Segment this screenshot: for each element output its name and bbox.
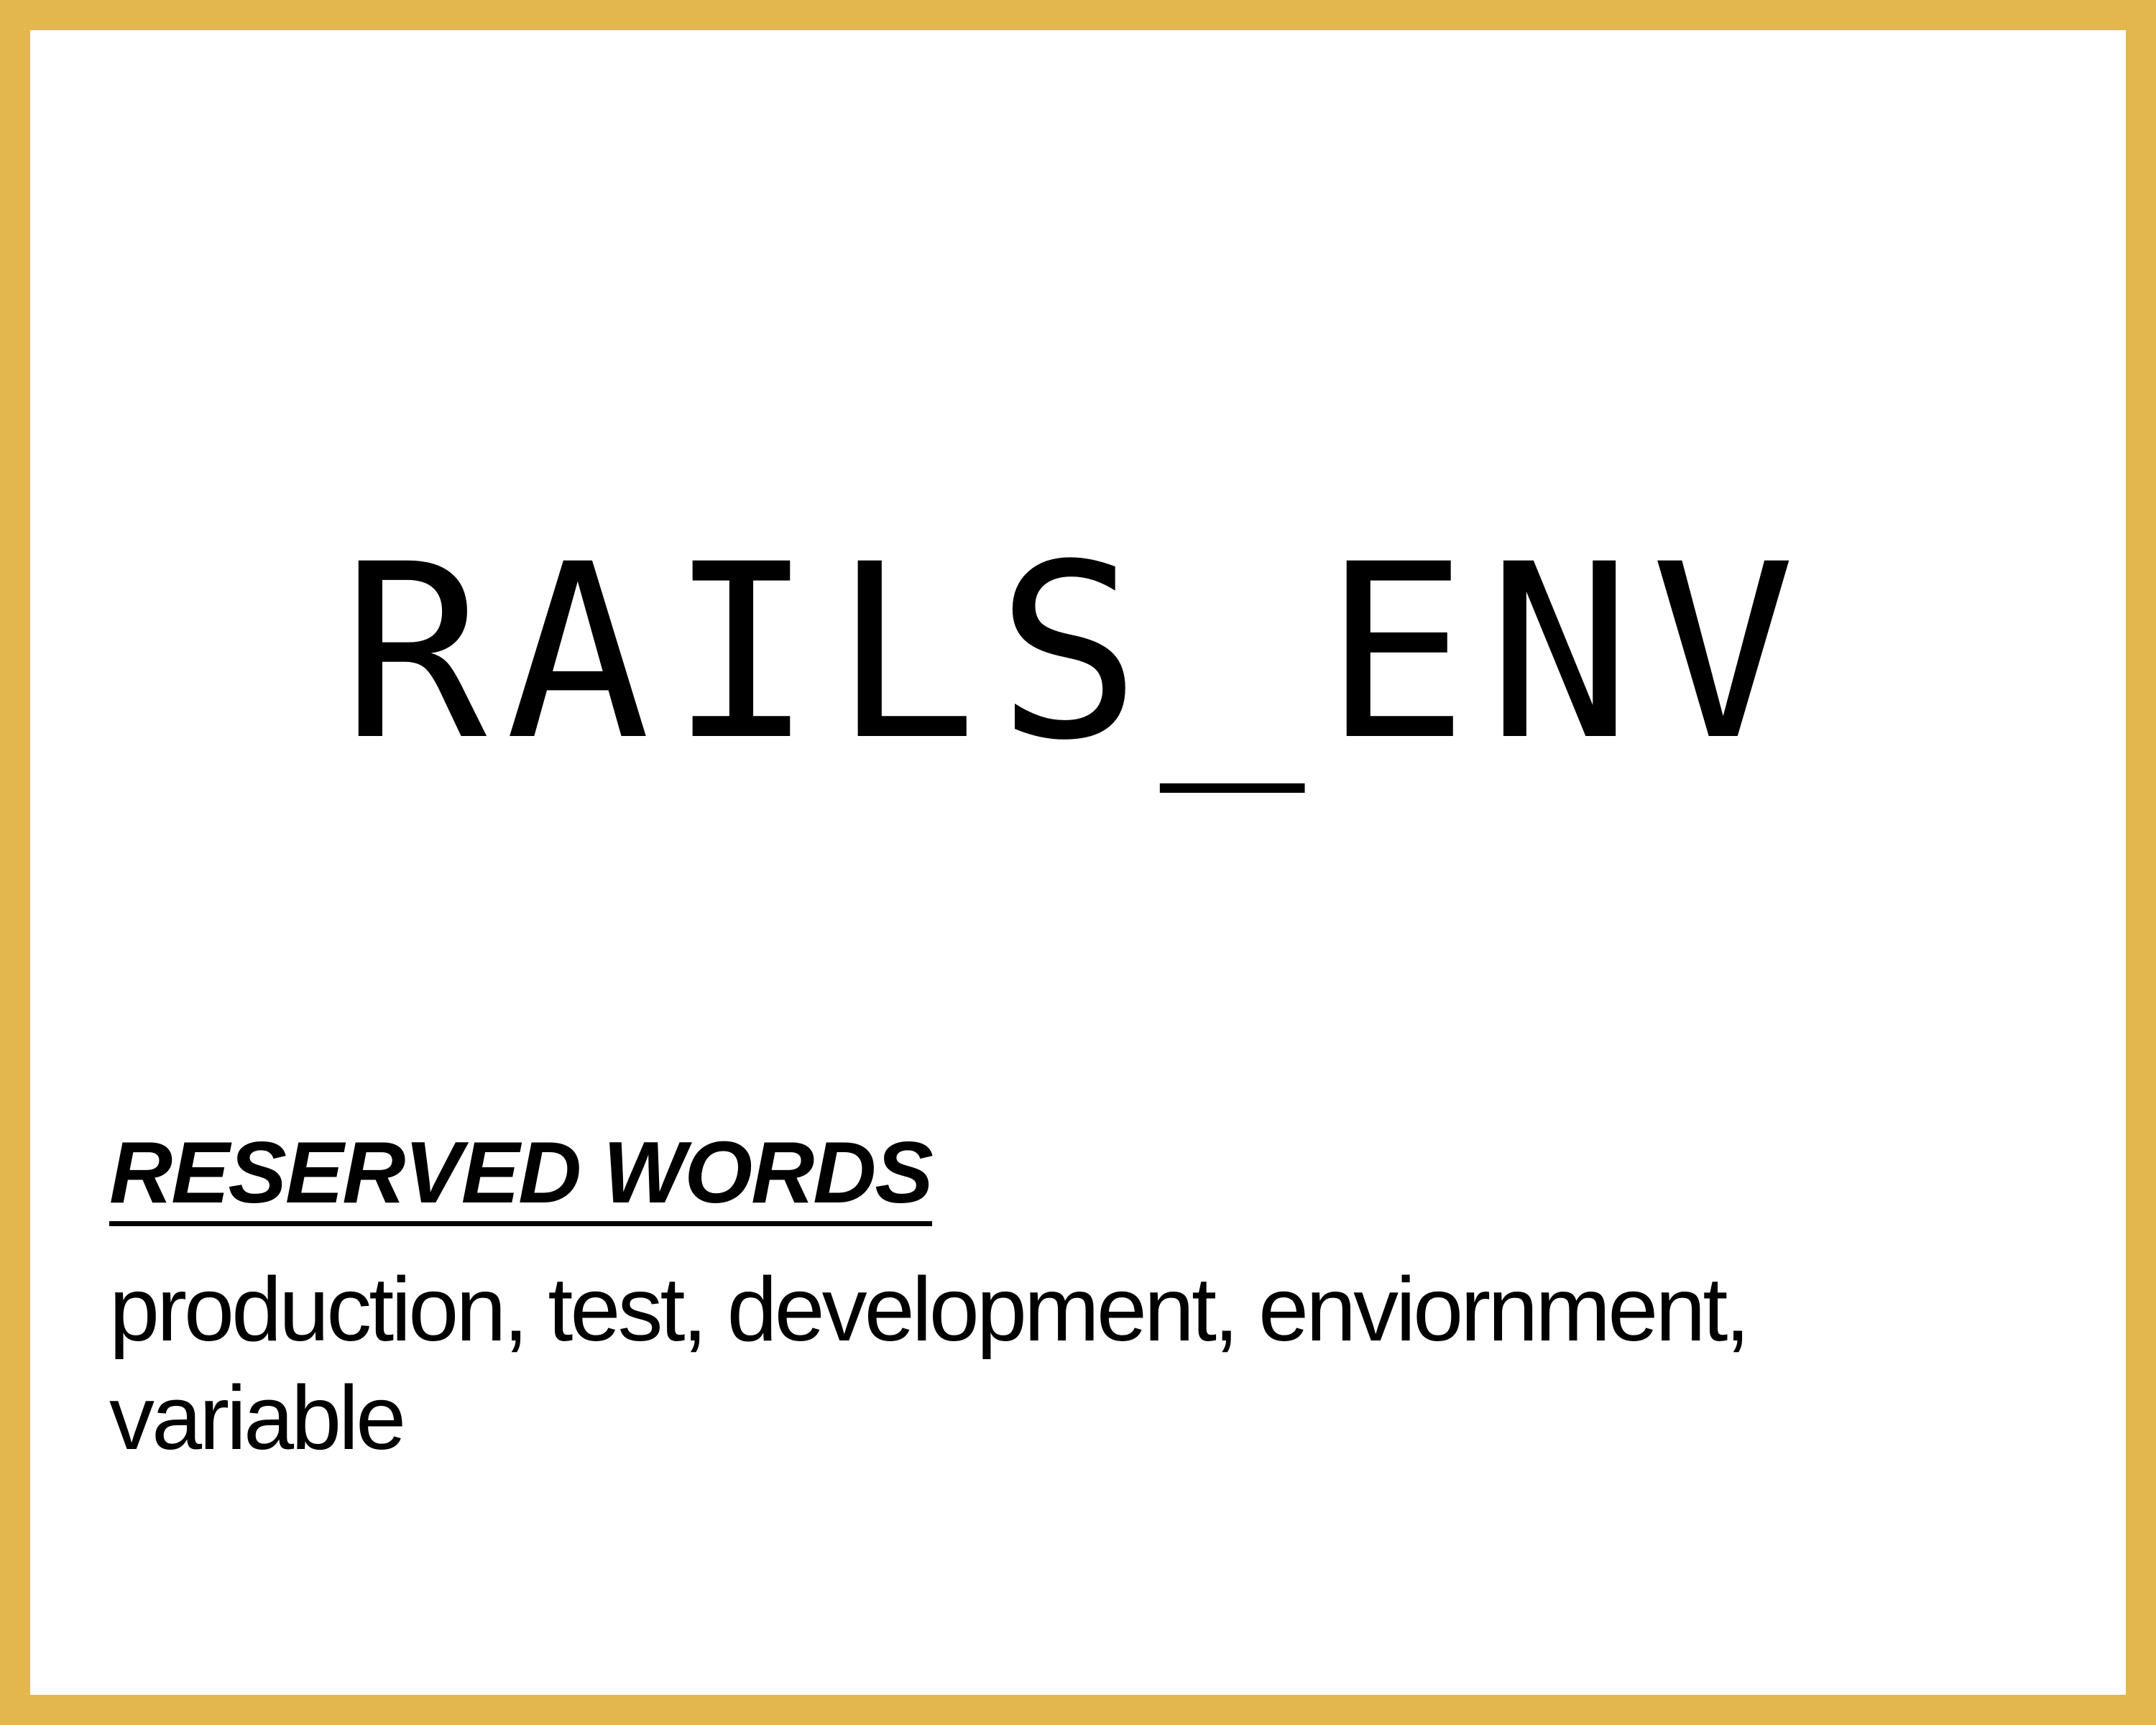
section-heading: RESERVED WORDS xyxy=(109,1126,934,1227)
reserved-words-section: RESERVED WORDS production, test, develop… xyxy=(109,1126,2047,1472)
reserved-words-list: production, test, development, enviornme… xyxy=(109,1259,1750,1469)
term-title: RAILS_ENV xyxy=(341,513,1815,794)
